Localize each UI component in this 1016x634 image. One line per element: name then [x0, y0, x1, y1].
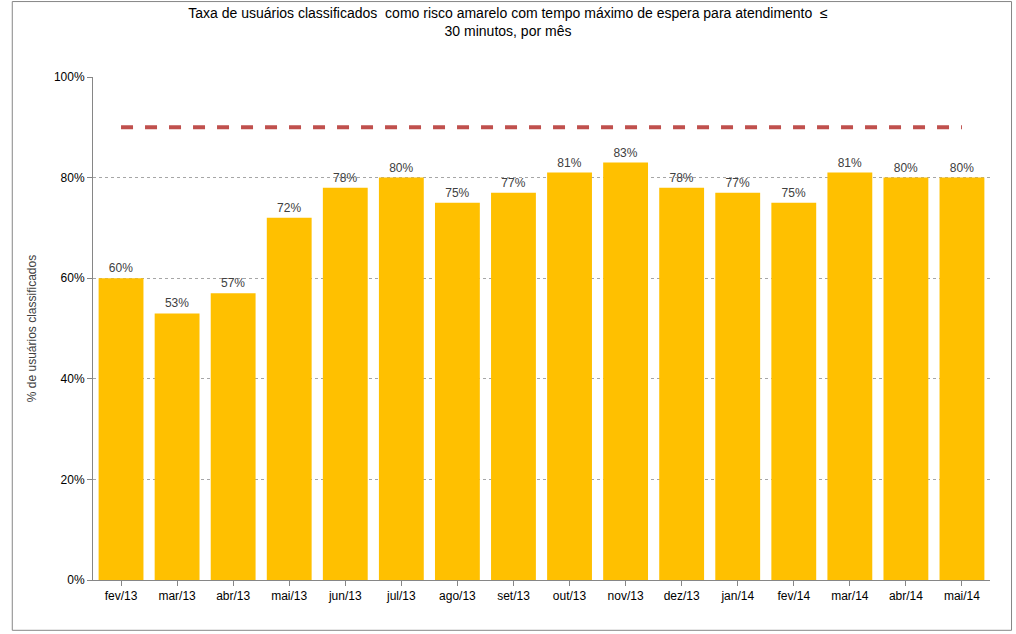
svg-text:jan/14: jan/14 — [720, 589, 754, 603]
svg-text:100%: 100% — [54, 70, 85, 84]
svg-text:78%: 78% — [333, 171, 357, 185]
svg-text:mai/13: mai/13 — [271, 589, 307, 603]
svg-text:fev/14: fev/14 — [777, 589, 810, 603]
svg-text:Taxa de usuários classificados: Taxa de usuários classificados como risc… — [188, 5, 828, 39]
svg-text:57%: 57% — [221, 276, 245, 290]
svg-text:mai/14: mai/14 — [944, 589, 980, 603]
svg-text:dez/13: dez/13 — [664, 589, 700, 603]
svg-text:nov/13: nov/13 — [608, 589, 644, 603]
svg-text:72%: 72% — [277, 201, 301, 215]
svg-text:mar/14: mar/14 — [831, 589, 869, 603]
svg-text:83%: 83% — [613, 146, 637, 160]
svg-text:fev/13: fev/13 — [105, 589, 138, 603]
svg-text:abr/13: abr/13 — [216, 589, 250, 603]
svg-text:out/13: out/13 — [553, 589, 587, 603]
svg-text:20%: 20% — [61, 473, 85, 487]
svg-text:jun/13: jun/13 — [328, 589, 362, 603]
svg-text:ago/13: ago/13 — [439, 589, 476, 603]
svg-text:80%: 80% — [61, 171, 85, 185]
svg-text:53%: 53% — [165, 296, 189, 310]
svg-text:set/13: set/13 — [497, 589, 530, 603]
svg-text:75%: 75% — [445, 186, 469, 200]
svg-text:% de usuários classificados: % de usuários classificados — [25, 255, 39, 402]
svg-text:78%: 78% — [669, 171, 693, 185]
svg-text:60%: 60% — [109, 261, 133, 275]
svg-text:jul/13: jul/13 — [386, 589, 416, 603]
svg-text:80%: 80% — [950, 161, 974, 175]
svg-text:75%: 75% — [782, 186, 806, 200]
svg-text:81%: 81% — [557, 156, 581, 170]
svg-text:77%: 77% — [726, 176, 750, 190]
svg-text:80%: 80% — [389, 161, 413, 175]
svg-text:77%: 77% — [501, 176, 525, 190]
svg-text:40%: 40% — [61, 372, 85, 386]
svg-text:60%: 60% — [61, 271, 85, 285]
svg-text:abr/14: abr/14 — [889, 589, 923, 603]
svg-text:81%: 81% — [838, 156, 862, 170]
svg-text:mar/13: mar/13 — [158, 589, 196, 603]
svg-text:0%: 0% — [67, 573, 85, 587]
svg-text:80%: 80% — [894, 161, 918, 175]
